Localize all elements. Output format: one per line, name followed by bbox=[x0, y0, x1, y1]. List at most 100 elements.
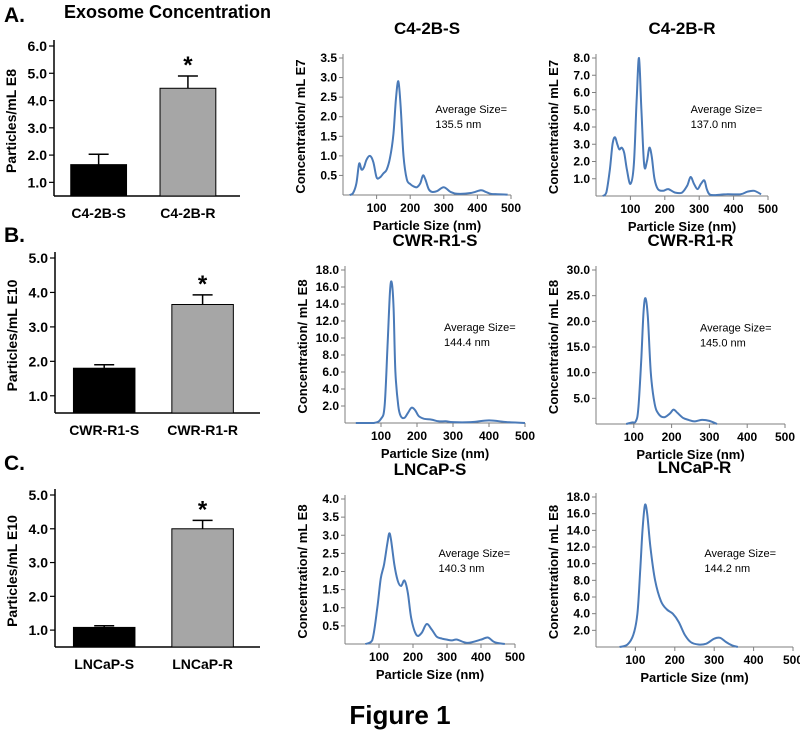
y-tick-label: 16.0 bbox=[316, 280, 340, 294]
chart-title: LNCaP-S bbox=[394, 460, 467, 479]
y-axis-label: Concentration/ mL E8 bbox=[295, 504, 310, 638]
y-tick-label: 0.5 bbox=[322, 619, 339, 633]
annotation-value: 145.0 nm bbox=[700, 338, 746, 350]
y-axis-label: Concentration/ mL E7 bbox=[293, 59, 308, 193]
x-tick-label: 100 bbox=[620, 202, 640, 216]
y-tick-label: 1.5 bbox=[320, 129, 337, 143]
series-line bbox=[364, 532, 505, 645]
x-tick-label: 200 bbox=[400, 201, 420, 215]
y-tick-label: 14.0 bbox=[316, 297, 340, 311]
line-chart-4: CWR-R1-S 2.0 4.0 6.0 8.0 10.0 12.0 14.0 16.0 18.0… bbox=[295, 231, 535, 461]
x-tick-label: 300 bbox=[704, 653, 724, 667]
y-tick-label: 4.0 bbox=[322, 492, 339, 506]
x-tick-label: 200 bbox=[655, 202, 675, 216]
y-tick-label: 2.0 bbox=[322, 399, 339, 413]
annotation-label: Average Size= bbox=[435, 104, 507, 116]
y-tick-label: 1.0 bbox=[320, 149, 337, 163]
significance-marker: * bbox=[198, 496, 208, 523]
y-tick-label: 2.0 bbox=[28, 147, 48, 163]
y-tick-label: 6.0 bbox=[28, 38, 48, 54]
line-chart-8: LNCaP-R 2.0 4.0 6.0 8.0 10.0 12.0 14.0 16.0 18.0 1… bbox=[546, 458, 800, 685]
y-axis-label: Concentration/ mL E8 bbox=[295, 279, 310, 413]
chart-title: CWR-R1-R bbox=[648, 231, 734, 250]
y-tick-label: 16.0 bbox=[567, 507, 591, 521]
y-tick-label: 18.0 bbox=[567, 490, 591, 504]
bar bbox=[70, 164, 128, 197]
x-tick-label: 100 bbox=[369, 650, 389, 664]
y-tick-label: 25.0 bbox=[567, 289, 591, 303]
chart-title: C4-2B-S bbox=[394, 19, 460, 38]
y-tick-label: 0.5 bbox=[320, 168, 337, 182]
x-tick-label: 500 bbox=[775, 430, 795, 444]
y-tick-label: 1.0 bbox=[29, 388, 49, 404]
x-tick-label: 200 bbox=[407, 429, 427, 443]
series-line bbox=[625, 297, 718, 425]
annotation-label: Average Size= bbox=[439, 548, 511, 560]
x-tick-label: 300 bbox=[689, 202, 709, 216]
x-axis-label: Particle Size (nm) bbox=[373, 218, 481, 233]
y-tick-label: 15.0 bbox=[567, 340, 591, 354]
line-chart-5: CWR-R1-R 5.0 10.0 15.0 20.0 25.0 30.0 100 200 300… bbox=[546, 231, 795, 462]
y-tick-label: 3.5 bbox=[322, 510, 339, 524]
y-tick-label: 10.0 bbox=[567, 366, 591, 380]
figure-caption: Figure 1 bbox=[349, 700, 451, 730]
y-tick-label: 3.0 bbox=[322, 528, 339, 542]
annotation-value: 140.3 nm bbox=[439, 563, 485, 575]
chart-title: C4-2B-R bbox=[648, 19, 715, 38]
y-tick-label: 4.0 bbox=[29, 284, 49, 300]
y-tick-label: 12.0 bbox=[567, 540, 591, 554]
x-tick-label: 100 bbox=[371, 429, 391, 443]
x-tick-label: 500 bbox=[501, 201, 521, 215]
y-tick-label: 6.0 bbox=[322, 365, 339, 379]
category-label: LNCaP-S bbox=[74, 656, 134, 672]
y-tick-label: 14.0 bbox=[567, 523, 591, 537]
x-tick-label: 300 bbox=[443, 429, 463, 443]
x-tick-label: 500 bbox=[505, 650, 525, 664]
x-tick-label: 300 bbox=[434, 201, 454, 215]
y-tick-label: 10.0 bbox=[316, 331, 340, 345]
y-tick-label: 1.0 bbox=[28, 174, 48, 190]
y-tick-label: 2.0 bbox=[573, 623, 590, 637]
y-tick-label: 2.5 bbox=[320, 90, 337, 104]
x-tick-label: 300 bbox=[699, 430, 719, 444]
annotation-label: Average Size= bbox=[444, 322, 516, 334]
panel-label-a: A. bbox=[4, 4, 25, 27]
x-tick-label: 100 bbox=[624, 430, 644, 444]
x-tick-label: 200 bbox=[662, 430, 682, 444]
y-tick-label: 1.0 bbox=[29, 622, 49, 638]
annotation-value: 137.0 nm bbox=[691, 119, 737, 131]
y-tick-label: 2.0 bbox=[320, 110, 337, 124]
y-tick-label: 2.0 bbox=[29, 588, 49, 604]
y-tick-label: 3.0 bbox=[29, 319, 49, 335]
y-tick-label: 5.0 bbox=[28, 65, 48, 81]
y-axis-label: Particles/mL E10 bbox=[4, 515, 20, 627]
bar bbox=[72, 367, 136, 414]
y-tick-label: 8.0 bbox=[322, 348, 339, 362]
bar-chart-3: 1.0 2.0 3.0 4.0 5.0 CWR-R1-S * CWR-R1-R Particle… bbox=[4, 250, 260, 438]
y-tick-label: 3.0 bbox=[320, 71, 337, 85]
y-axis-label: Concentration/ mL E7 bbox=[546, 60, 561, 194]
line-chart-2: C4-2B-R 1.0 2.0 3.0 4.0 5.0 6.0 7.0 8.0 100 200 300… bbox=[546, 19, 778, 234]
annotation-label: Average Size= bbox=[691, 104, 763, 116]
y-tick-label: 5.0 bbox=[29, 487, 49, 503]
y-tick-label: 3.0 bbox=[28, 120, 48, 136]
line-chart-1: C4-2B-S 0.5 1.0 1.5 2.0 2.5 3.0 3.5 100 200 300 400… bbox=[293, 19, 521, 233]
x-tick-label: 200 bbox=[403, 650, 423, 664]
y-tick-label: 4.0 bbox=[29, 521, 49, 537]
category-label: C4-2B-S bbox=[71, 205, 125, 221]
section-title: Exosome Concentration bbox=[64, 2, 271, 22]
x-tick-label: 200 bbox=[665, 653, 685, 667]
x-axis-label: Particle Size (nm) bbox=[640, 670, 748, 685]
y-tick-label: 10.0 bbox=[567, 557, 591, 571]
y-tick-label: 3.5 bbox=[320, 51, 337, 65]
y-tick-label: 3.0 bbox=[29, 555, 49, 571]
significance-marker: * bbox=[183, 52, 193, 79]
y-axis-label: Particles/mL E10 bbox=[4, 279, 20, 391]
y-tick-label: 2.0 bbox=[573, 155, 590, 169]
category-label: CWR-R1-S bbox=[69, 422, 139, 438]
x-tick-label: 500 bbox=[783, 653, 800, 667]
x-axis-label: Particle Size (nm) bbox=[381, 446, 489, 461]
series-line bbox=[349, 80, 508, 196]
x-tick-label: 100 bbox=[625, 653, 645, 667]
